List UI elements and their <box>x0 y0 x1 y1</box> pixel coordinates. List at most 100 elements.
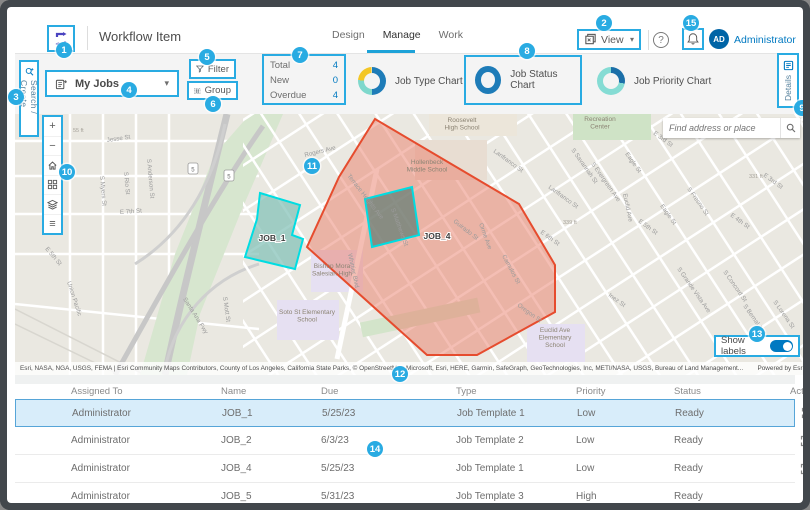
cell-action <box>772 463 803 475</box>
table-row-job_1[interactable]: Administrator JOB_1 5/25/23 Job Template… <box>15 399 803 427</box>
map-view[interactable]: Jesse St S Anderson St S Myers St S Rio St E… <box>15 114 803 375</box>
map-label: 5 <box>191 168 195 174</box>
cell-type: Job Template 2 <box>456 435 524 446</box>
cell-due: 5/31/23 <box>321 491 355 502</box>
details-tab-label: Details <box>783 75 793 101</box>
map-label: E 7th St <box>120 207 143 216</box>
cell-status: Ready <box>675 407 704 419</box>
callout-15: 15 <box>683 15 699 31</box>
cell-name: JOB_4 <box>221 463 252 474</box>
table-row-job_5[interactable]: Administrator JOB_5 5/31/23 Job Template… <box>15 483 795 503</box>
map-search-input[interactable] <box>663 123 780 133</box>
cell-assigned-to: Administrator <box>71 491 130 502</box>
zoom-in-button[interactable]: + <box>44 117 61 137</box>
chevron-down-icon: ▾ <box>629 35 634 44</box>
callout-11: 11 <box>304 158 320 174</box>
job4-selected-area-polygon[interactable] <box>363 185 421 249</box>
powered-by-esri: Powered by Esri <box>757 365 803 372</box>
search-icon <box>786 123 795 133</box>
table-row-job_2[interactable]: Administrator JOB_2 6/3/23 Job Template … <box>15 427 803 455</box>
job1-polygon[interactable] <box>243 191 305 271</box>
map-label: 331 ft <box>749 174 763 180</box>
header-divider <box>648 30 649 50</box>
cell-type: Job Template 1 <box>456 463 524 474</box>
map-label: S Rio St <box>122 172 131 195</box>
header-divider <box>87 26 88 50</box>
tab-manage[interactable]: Manage <box>382 29 421 41</box>
zoom-out-button[interactable]: − <box>44 137 61 156</box>
layers-icon <box>47 199 58 210</box>
cell-name: JOB_1 <box>222 407 253 419</box>
cell-status: Ready <box>674 463 703 474</box>
jobs-dropdown-label: My Jobs <box>75 77 120 90</box>
basemap-button[interactable] <box>44 176 61 195</box>
job-priority-donut <box>597 67 625 95</box>
notifications-button[interactable] <box>682 28 704 50</box>
jobs-filter-dropdown[interactable]: My Jobs ▾ <box>45 70 179 97</box>
map-label: 339 ft <box>563 220 577 226</box>
filter-funnel-icon <box>196 65 204 73</box>
jobs-icon <box>55 79 67 89</box>
view-layers-icon <box>585 33 596 45</box>
map-label: Jesse St <box>106 134 131 144</box>
map-label: S Mott St <box>221 296 232 322</box>
details-panel-tab[interactable]: Details <box>777 53 799 108</box>
table-row-job_4[interactable]: Administrator JOB_4 5/25/23 Job Template… <box>15 455 803 483</box>
callout-3: 3 <box>8 89 24 105</box>
stat-value: 4 <box>332 60 338 71</box>
callout-6: 6 <box>205 96 221 112</box>
view-dropdown[interactable]: View ▾ <box>577 29 641 50</box>
cell-type: Job Template 3 <box>456 491 524 502</box>
job4-polygon[interactable] <box>305 117 556 356</box>
cell-action <box>773 407 803 419</box>
map-search-button[interactable] <box>780 118 800 138</box>
tab-work[interactable]: Work <box>438 29 463 41</box>
job-status-donut <box>475 66 502 94</box>
show-labels-toggle[interactable] <box>770 340 793 352</box>
tab-design[interactable]: Design <box>332 29 365 41</box>
stat-label: Total <box>270 60 291 71</box>
zoom-to-icon[interactable] <box>801 407 803 419</box>
highway-shield <box>223 169 235 182</box>
user-avatar[interactable]: AD <box>709 29 729 49</box>
view-label: View <box>601 33 624 46</box>
callout-1: 1 <box>56 42 72 58</box>
cell-priority: High <box>576 491 597 502</box>
group-label: Group <box>204 85 231 96</box>
page-title: Workflow Item <box>99 29 182 44</box>
highway-shield <box>187 162 199 175</box>
stat-row-total: Total 4 <box>270 60 338 71</box>
callout-4: 4 <box>121 82 137 98</box>
poi-label: Recreation Center <box>584 116 616 131</box>
col-name: Name <box>221 386 247 397</box>
highway-greenbelt <box>140 114 283 375</box>
home-button[interactable] <box>44 156 61 176</box>
nav-tabs: Design Manage Work <box>332 29 463 45</box>
legend-button[interactable]: ≡ <box>49 217 56 230</box>
help-button[interactable]: ? <box>653 32 669 48</box>
user-name[interactable]: Administrator <box>734 34 796 46</box>
col-action: Action <box>790 386 803 397</box>
cell-due: 5/25/23 <box>321 463 355 474</box>
search-create-tab-label: Search / Create <box>19 80 39 115</box>
job-label-job_1: JOB_1 <box>259 233 286 243</box>
callout-8: 8 <box>519 43 535 59</box>
cell-priority: Low <box>577 407 596 419</box>
col-due: Due <box>321 386 339 397</box>
cell-status: Ready <box>674 491 703 502</box>
cell-priority: Low <box>576 463 595 474</box>
poi-labels: Roosevelt High School Recreation Center Holl… <box>279 116 616 349</box>
callout-13: 13 <box>749 326 765 342</box>
jobs-table-body: Administrator JOB_1 5/25/23 Job Template… <box>15 399 803 503</box>
poi-label: Bishop Mora Salesian High <box>312 263 352 278</box>
zoom-to-icon[interactable] <box>800 463 803 475</box>
layers-button[interactable] <box>44 195 61 215</box>
cell-assigned-to: Administrator <box>71 463 130 474</box>
map-search-box[interactable] <box>663 118 800 138</box>
job-priority-chart: Job Priority Chart <box>597 67 711 95</box>
job-type-chart: Job Type Chart <box>358 67 463 95</box>
zoom-to-icon[interactable] <box>800 435 803 447</box>
details-form-icon <box>783 60 793 71</box>
map-label: 55 ft <box>73 128 84 134</box>
cell-assigned-to: Administrator <box>72 407 131 419</box>
